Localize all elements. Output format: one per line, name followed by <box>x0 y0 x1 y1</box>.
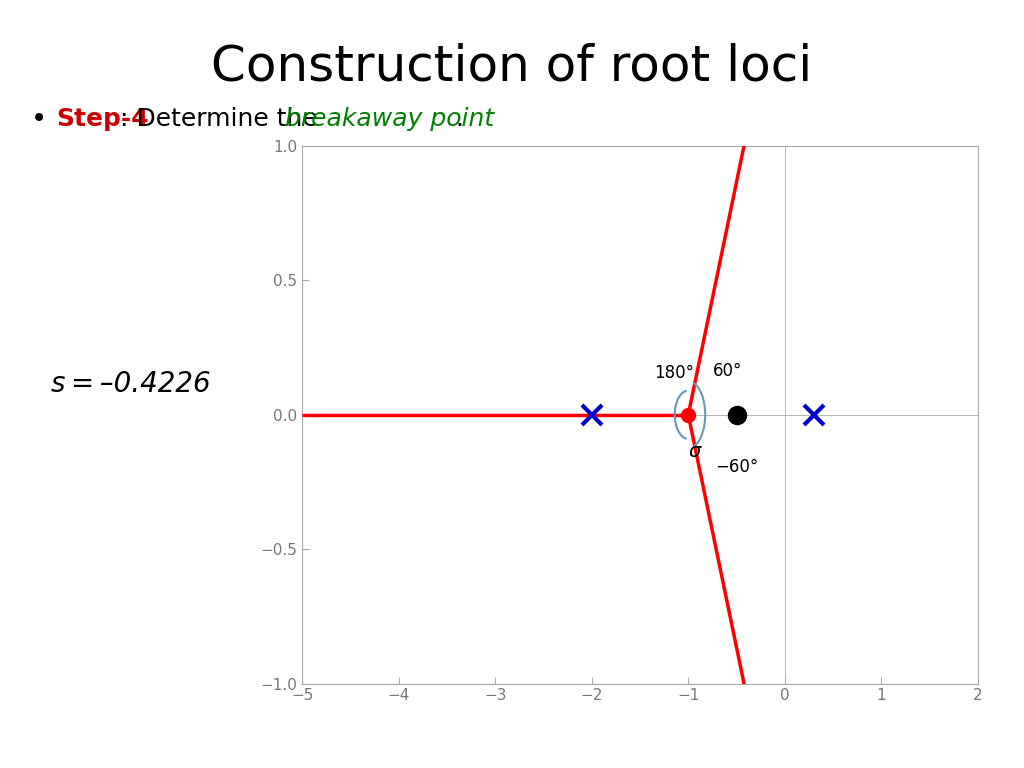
Text: σ: σ <box>688 442 700 461</box>
Text: Step-4: Step-4 <box>56 107 148 131</box>
Text: •: • <box>31 105 47 133</box>
Text: breakaway point: breakaway point <box>285 107 494 131</box>
Text: 180°: 180° <box>654 365 694 382</box>
Text: s = –0.4226: s = –0.4226 <box>51 370 211 398</box>
Text: Construction of root loci: Construction of root loci <box>211 42 813 91</box>
Text: −60°: −60° <box>716 458 759 475</box>
Text: .: . <box>456 107 464 131</box>
Text: 60°: 60° <box>713 362 741 380</box>
Text: : Determine the: : Determine the <box>120 107 326 131</box>
